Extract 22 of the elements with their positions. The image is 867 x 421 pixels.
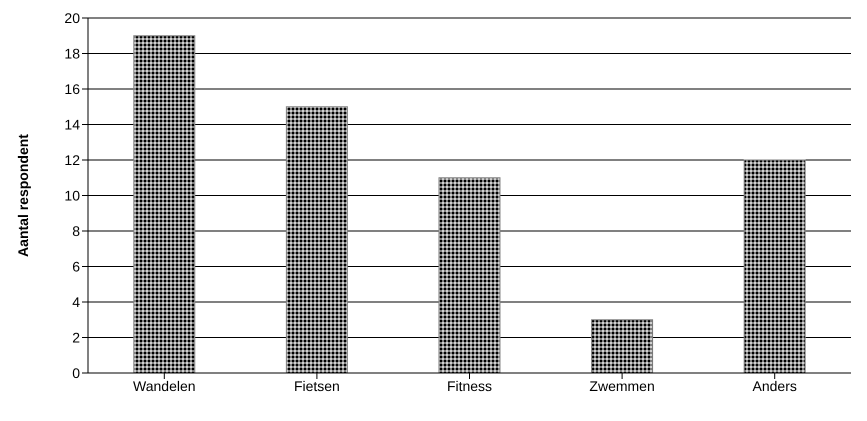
x-tick-label: Zwemmen [589,378,655,394]
y-tick-label: 8 [72,222,80,239]
bar [438,177,500,373]
x-tick-label: Anders [752,378,797,394]
y-tick-label: 14 [64,116,80,132]
bar [744,160,806,373]
y-tick-label: 2 [72,329,80,346]
y-tick-label: 10 [64,187,80,204]
x-tick-label: Wandelen [133,378,196,394]
x-tick-label: Fietsen [294,378,340,394]
bar [286,106,348,373]
y-tick-label: 16 [64,80,80,97]
bar [591,319,654,373]
y-tick-label: 20 [64,10,80,26]
y-tick-label: 6 [72,258,80,274]
y-tick-label: 12 [64,152,80,168]
y-tick-label: 4 [72,294,80,310]
bar [133,35,196,373]
y-axis-title: Aantal respondent [14,134,31,257]
x-tick-label: Fitness [446,378,492,394]
y-tick-label: 18 [64,45,80,62]
y-tick-label: 0 [72,364,80,381]
